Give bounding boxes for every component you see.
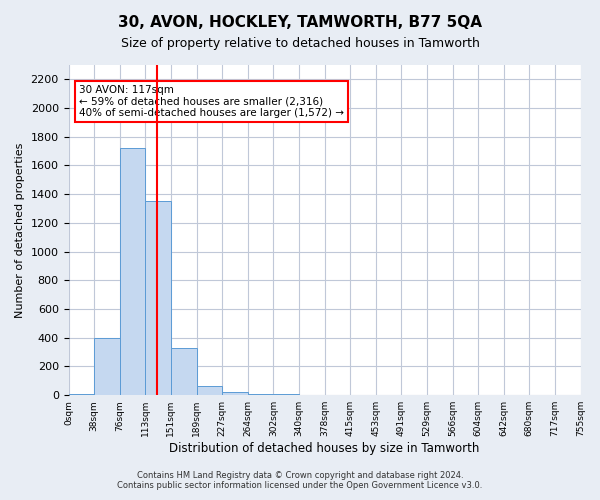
X-axis label: Distribution of detached houses by size in Tamworth: Distribution of detached houses by size … — [169, 442, 480, 455]
Y-axis label: Number of detached properties: Number of detached properties — [15, 142, 25, 318]
Bar — [171, 348, 197, 395]
Bar — [222, 392, 248, 395]
Bar — [248, 394, 274, 395]
Bar — [197, 386, 222, 395]
Text: Contains HM Land Registry data © Crown copyright and database right 2024.
Contai: Contains HM Land Registry data © Crown c… — [118, 470, 482, 490]
Bar — [120, 148, 145, 395]
Text: 30 AVON: 117sqm
← 59% of detached houses are smaller (2,316)
40% of semi-detache: 30 AVON: 117sqm ← 59% of detached houses… — [79, 85, 344, 118]
Bar — [94, 338, 120, 395]
Bar — [68, 394, 94, 395]
Bar — [274, 394, 299, 395]
Text: 30, AVON, HOCKLEY, TAMWORTH, B77 5QA: 30, AVON, HOCKLEY, TAMWORTH, B77 5QA — [118, 15, 482, 30]
Bar — [145, 202, 171, 395]
Text: Size of property relative to detached houses in Tamworth: Size of property relative to detached ho… — [121, 38, 479, 51]
